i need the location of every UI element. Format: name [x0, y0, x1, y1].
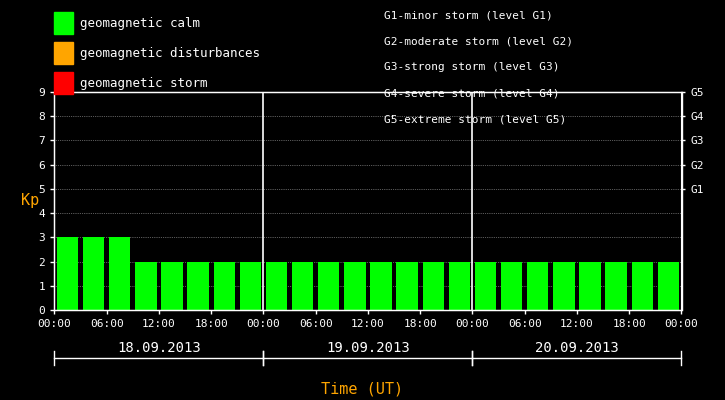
Bar: [397, 262, 418, 310]
Bar: [449, 262, 470, 310]
Bar: [83, 237, 104, 310]
Y-axis label: Kp: Kp: [21, 194, 39, 208]
Bar: [57, 237, 78, 310]
Text: geomagnetic calm: geomagnetic calm: [80, 16, 200, 30]
Text: 18.09.2013: 18.09.2013: [117, 340, 201, 354]
Text: 20.09.2013: 20.09.2013: [535, 340, 619, 354]
Bar: [292, 262, 313, 310]
Bar: [109, 237, 130, 310]
Bar: [135, 262, 157, 310]
Bar: [475, 262, 496, 310]
Bar: [187, 262, 209, 310]
Bar: [527, 262, 549, 310]
Bar: [318, 262, 339, 310]
Bar: [161, 262, 183, 310]
Bar: [266, 262, 287, 310]
Bar: [553, 262, 575, 310]
Bar: [501, 262, 523, 310]
Text: G1-minor storm (level G1): G1-minor storm (level G1): [384, 10, 553, 20]
Bar: [213, 262, 235, 310]
Bar: [579, 262, 601, 310]
Text: G3-strong storm (level G3): G3-strong storm (level G3): [384, 62, 560, 72]
Text: G5-extreme storm (level G5): G5-extreme storm (level G5): [384, 114, 566, 124]
Text: G4-severe storm (level G4): G4-severe storm (level G4): [384, 88, 560, 98]
Bar: [631, 262, 653, 310]
Bar: [240, 262, 261, 310]
Text: 19.09.2013: 19.09.2013: [326, 340, 410, 354]
Text: Time (UT): Time (UT): [321, 381, 404, 396]
Bar: [605, 262, 627, 310]
Bar: [370, 262, 392, 310]
Text: geomagnetic disturbances: geomagnetic disturbances: [80, 46, 260, 60]
Text: geomagnetic storm: geomagnetic storm: [80, 76, 207, 90]
Bar: [658, 262, 679, 310]
Text: G2-moderate storm (level G2): G2-moderate storm (level G2): [384, 36, 573, 46]
Bar: [344, 262, 365, 310]
Bar: [423, 262, 444, 310]
